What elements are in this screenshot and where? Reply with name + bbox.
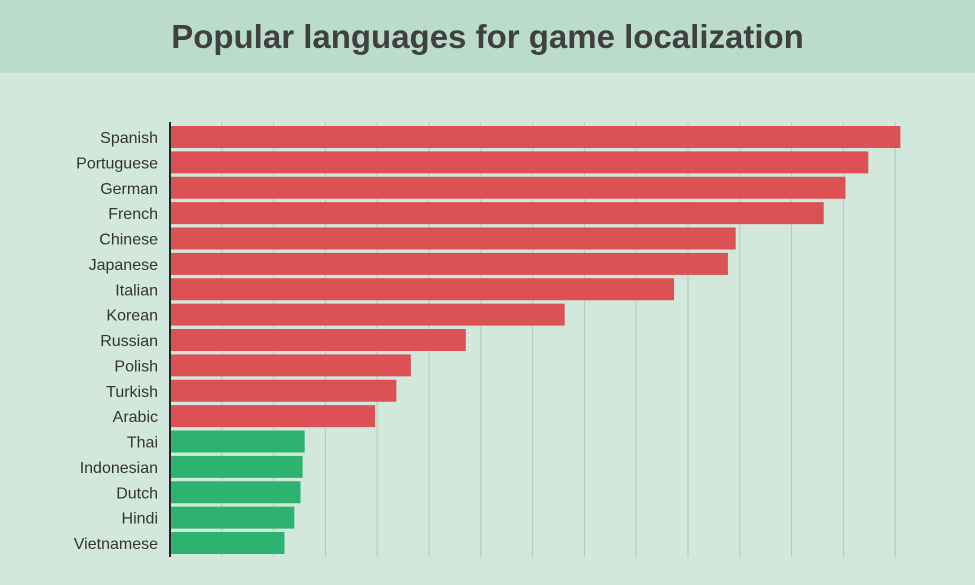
category-label: Thai xyxy=(127,435,158,452)
category-label: Italian xyxy=(115,282,158,299)
bar-portuguese xyxy=(170,151,869,174)
category-label: Vietnamese xyxy=(74,536,158,553)
category-label: Russian xyxy=(100,333,158,350)
bar-spanish xyxy=(170,126,901,148)
category-label: Turkish xyxy=(106,384,158,401)
chart-header: Popular languages for game localization xyxy=(0,0,975,73)
category-label: Chinese xyxy=(99,232,158,249)
bar-italian xyxy=(170,278,675,301)
bar-thai xyxy=(170,430,305,453)
bar-polish xyxy=(170,354,411,377)
category-label: Spanish xyxy=(100,130,158,147)
category-label: Polish xyxy=(114,358,158,375)
category-label: German xyxy=(100,181,158,198)
bar-korean xyxy=(170,303,565,326)
bar-german xyxy=(170,176,846,199)
bar-indonesian xyxy=(170,455,303,478)
bar-russian xyxy=(170,329,466,351)
bar-turkish xyxy=(170,379,397,402)
category-label: Hindi xyxy=(122,511,158,528)
bar-hindi xyxy=(170,506,295,529)
bar-japanese xyxy=(170,252,728,275)
bar-arabic xyxy=(170,405,376,428)
category-label: Indonesian xyxy=(80,460,158,477)
category-label: Portuguese xyxy=(76,155,158,172)
category-label: French xyxy=(108,206,158,223)
bar-dutch xyxy=(170,481,301,504)
bar-french xyxy=(170,202,824,225)
category-label: Korean xyxy=(106,308,158,325)
category-label: Japanese xyxy=(89,257,158,274)
chart-title: Popular languages for game localization xyxy=(171,17,804,55)
bar-chinese xyxy=(170,227,736,250)
bar-vietnamese xyxy=(170,532,285,554)
category-label: Dutch xyxy=(116,485,158,502)
category-label: Arabic xyxy=(113,409,158,426)
